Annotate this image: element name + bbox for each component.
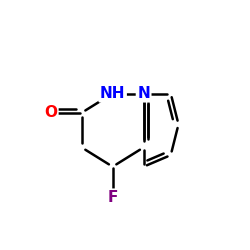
Text: O: O (44, 105, 57, 120)
Text: N: N (137, 86, 150, 101)
Text: NH: NH (100, 86, 126, 101)
Text: F: F (108, 190, 118, 205)
